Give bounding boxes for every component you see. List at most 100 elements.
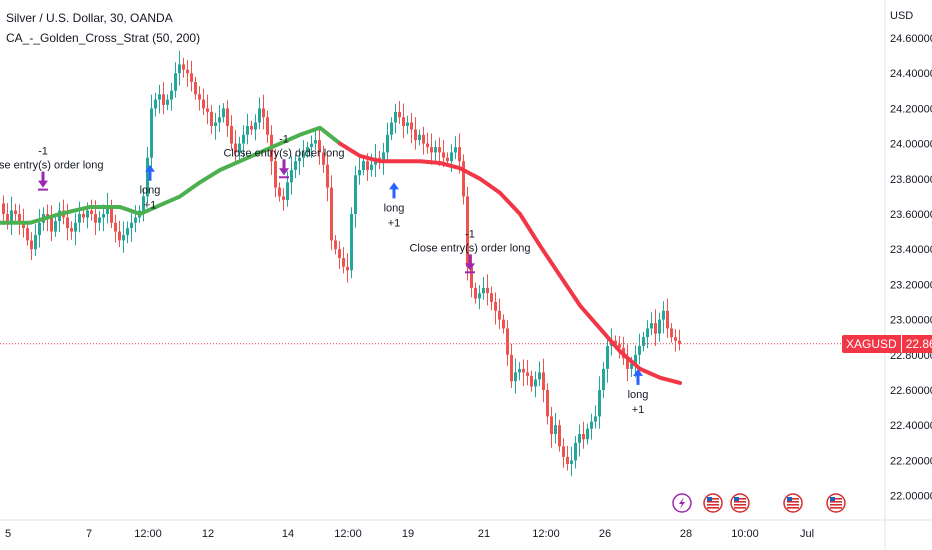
candle-body [186,69,189,74]
us-flag-icon[interactable] [826,493,846,513]
candle-body [514,372,517,382]
candle-body [226,108,229,126]
y-tick-label: 22.20000 [890,455,932,467]
candle-body [234,143,237,153]
candle-body [654,323,657,334]
candle-body [174,73,177,91]
candle-body [258,108,261,123]
x-tick-label: 19 [402,528,414,540]
symbol-title: Silver / U.S. Dollar, 30, OANDA [6,11,173,25]
candle-body [290,170,293,183]
us-flag-canton [787,497,792,501]
candle-body [586,428,589,440]
candle-body [166,99,169,105]
candle-body [86,210,89,218]
candle-body [326,164,329,188]
candle-body [350,214,353,271]
candle-body [50,217,53,232]
us-flag-icon[interactable] [730,493,750,513]
y-tick-label: 23.60000 [890,209,932,221]
close-3-label: Close entry(s) order long [409,242,530,254]
candle-body [590,421,593,429]
candle-body [474,287,477,299]
candle-body [82,214,85,218]
candle-body [442,152,445,158]
us-flag-stripe [734,501,746,503]
us-flag-stripe [830,501,842,503]
candle-body [382,152,385,162]
close-1-qty: -1 [38,146,48,158]
candle-body [294,161,297,170]
candle-body [542,372,545,390]
candle-body [362,161,365,170]
candle-body [162,94,165,105]
candle-body [498,310,501,320]
candle-body [618,344,621,348]
candle-body [422,134,425,144]
candle-body [546,390,549,417]
us-flag-icon[interactable] [783,493,803,513]
candle-body [222,108,225,118]
us-flag-stripe [830,498,842,500]
x-tick-label: 12:00 [134,528,162,540]
candle-body [454,147,457,153]
candle-body [634,354,637,364]
us-flag-icon[interactable] [703,493,723,513]
candle-body [430,147,433,153]
currency-label[interactable]: USD [890,10,914,22]
long-1-label: long [140,185,161,197]
candle-body [18,214,21,222]
y-tick-label: 23.20000 [890,279,932,291]
candle-body [134,217,137,223]
close-3-arrow-icon [465,254,475,271]
close-2-qty: -1 [279,133,289,145]
candle-body [518,368,521,373]
candle-body [286,182,289,200]
last-price-symbol: XAGUSD [842,335,901,353]
ma-line-bull [0,125,342,225]
candle-body [114,222,117,232]
long-2-label: long [384,202,405,214]
candle-body [438,147,441,153]
candle-body [522,368,525,373]
us-flag-stripe [707,504,719,506]
candle-body [566,456,569,464]
us-flag-stripe [707,501,719,503]
candle-body [354,175,357,214]
x-tick-label: 5 [5,528,11,540]
candle-body [210,111,213,126]
candle-body [530,375,533,387]
y-tick-label: 22.00000 [890,491,932,503]
candle-body [670,328,673,338]
candle-body [94,214,97,223]
candle-body [486,287,489,294]
us-flag-stripe [787,504,799,506]
candle-body [510,354,513,382]
candle-body [90,210,93,214]
candle-body [370,164,373,170]
candle-body [582,434,585,440]
candle-body [450,152,453,162]
candle-body [278,187,281,197]
candle-body [10,210,13,223]
candle-body [534,379,537,387]
candle-body [574,442,577,461]
candle-body [110,205,113,223]
candle-body [482,287,485,294]
candle-body [218,117,221,123]
y-tick-label: 24.40000 [890,68,932,80]
candle-body [598,390,601,417]
candle-body [638,346,641,355]
us-flag-stripe [734,507,746,509]
candle-body [122,235,125,241]
candle-body [630,363,633,369]
candle-body [102,214,105,218]
candle-body [446,157,449,162]
indicator-legend[interactable]: CA_-_Golden_Cross_Strat (50, 200) [6,31,201,45]
candle-body [338,249,341,258]
candle-body [346,266,349,271]
candle-body [490,293,493,302]
candle-body [658,319,661,334]
